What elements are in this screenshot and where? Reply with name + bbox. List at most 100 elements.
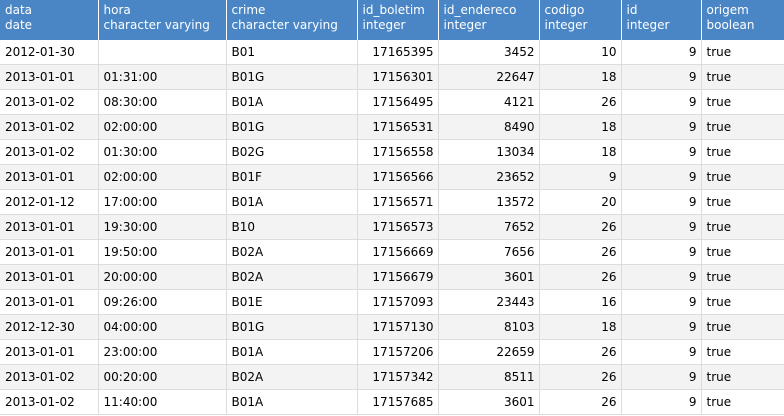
cell-codigo[interactable]: 16 <box>539 289 622 315</box>
cell-id-boletim[interactable]: 17157130 <box>357 314 439 340</box>
cell-id-boletim[interactable]: 17156573 <box>357 214 439 240</box>
cell-codigo[interactable]: 20 <box>539 189 622 215</box>
cell-data[interactable]: 2012-12-30 <box>0 314 99 340</box>
table-row[interactable]: 2013-01-01 19:30:00 B10 17156573 7652 26 9 true <box>0 214 784 240</box>
cell-id[interactable]: 9 <box>621 114 702 140</box>
cell-id-endereco[interactable]: 13034 <box>438 139 540 165</box>
cell-id-boletim[interactable]: 17156531 <box>357 114 439 140</box>
cell-codigo[interactable]: 18 <box>539 314 622 340</box>
cell-crime[interactable]: B01G <box>226 314 358 340</box>
cell-id-endereco[interactable]: 7652 <box>438 214 540 240</box>
cell-codigo[interactable]: 18 <box>539 114 622 140</box>
cell-codigo[interactable]: 26 <box>539 239 622 265</box>
cell-crime[interactable]: B01A <box>226 339 358 365</box>
cell-origem[interactable]: true <box>701 89 784 115</box>
cell-hora[interactable]: 17:00:00 <box>98 189 227 215</box>
cell-origem[interactable]: true <box>701 64 784 90</box>
cell-id[interactable]: 9 <box>621 64 702 90</box>
cell-hora[interactable] <box>98 40 227 65</box>
cell-hora[interactable]: 00:20:00 <box>98 364 227 390</box>
cell-id-boletim[interactable]: 17156558 <box>357 139 439 165</box>
cell-hora[interactable]: 01:30:00 <box>98 139 227 165</box>
column-header-data[interactable]: data date <box>0 0 99 40</box>
cell-id-boletim[interactable]: 17156571 <box>357 189 439 215</box>
cell-id-boletim[interactable]: 17165395 <box>357 40 439 65</box>
cell-id-endereco[interactable]: 23443 <box>438 289 540 315</box>
cell-crime[interactable]: B01 <box>226 40 358 65</box>
cell-origem[interactable]: true <box>701 289 784 315</box>
table-row[interactable]: 2013-01-02 01:30:00 B02G 17156558 13034 18 9 tr… <box>0 139 784 165</box>
cell-id[interactable]: 9 <box>621 139 702 165</box>
cell-id[interactable]: 9 <box>621 239 702 265</box>
cell-codigo[interactable]: 26 <box>539 264 622 290</box>
cell-id[interactable]: 9 <box>621 364 702 390</box>
cell-id-boletim[interactable]: 17157342 <box>357 364 439 390</box>
table-row[interactable]: 2013-01-02 02:00:00 B01G 17156531 8490 18 9 tru… <box>0 114 784 140</box>
cell-crime[interactable]: B01A <box>226 189 358 215</box>
column-header-id-boletim[interactable]: id_boletim integer <box>357 0 439 40</box>
cell-id-boletim[interactable]: 17156566 <box>357 164 439 190</box>
cell-id[interactable]: 9 <box>621 189 702 215</box>
cell-crime[interactable]: B01A <box>226 89 358 115</box>
cell-crime[interactable]: B02A <box>226 239 358 265</box>
cell-codigo[interactable]: 26 <box>539 89 622 115</box>
cell-hora[interactable]: 02:00:00 <box>98 114 227 140</box>
cell-data[interactable]: 2013-01-01 <box>0 214 99 240</box>
cell-crime[interactable]: B10 <box>226 214 358 240</box>
column-header-crime[interactable]: crime character varying <box>226 0 358 40</box>
cell-origem[interactable]: true <box>701 114 784 140</box>
cell-data[interactable]: 2013-01-01 <box>0 339 99 365</box>
cell-crime[interactable]: B01F <box>226 164 358 190</box>
cell-codigo[interactable]: 9 <box>539 164 622 190</box>
cell-id-endereco[interactable]: 22647 <box>438 64 540 90</box>
cell-id-endereco[interactable]: 22659 <box>438 339 540 365</box>
cell-id[interactable]: 9 <box>621 389 702 415</box>
cell-codigo[interactable]: 18 <box>539 139 622 165</box>
cell-id-endereco[interactable]: 23652 <box>438 164 540 190</box>
cell-id-endereco[interactable]: 4121 <box>438 89 540 115</box>
column-header-hora[interactable]: hora character varying <box>98 0 227 40</box>
cell-crime[interactable]: B01A <box>226 389 358 415</box>
cell-origem[interactable]: true <box>701 164 784 190</box>
cell-codigo[interactable]: 26 <box>539 339 622 365</box>
cell-id-endereco[interactable]: 3601 <box>438 264 540 290</box>
cell-data[interactable]: 2013-01-02 <box>0 389 99 415</box>
table-row[interactable]: 2013-01-02 08:30:00 B01A 17156495 4121 26 9 tru… <box>0 89 784 115</box>
cell-id[interactable]: 9 <box>621 164 702 190</box>
cell-origem[interactable]: true <box>701 364 784 390</box>
table-row[interactable]: 2013-01-01 23:00:00 B01A 17157206 22659 26 9 tr… <box>0 339 784 365</box>
cell-data[interactable]: 2013-01-01 <box>0 289 99 315</box>
cell-codigo[interactable]: 26 <box>539 364 622 390</box>
cell-origem[interactable]: true <box>701 139 784 165</box>
cell-id-endereco[interactable]: 3452 <box>438 40 540 65</box>
cell-hora[interactable]: 04:00:00 <box>98 314 227 340</box>
cell-codigo[interactable]: 18 <box>539 64 622 90</box>
cell-id-endereco[interactable]: 13572 <box>438 189 540 215</box>
column-header-id-endereco[interactable]: id_endereco integer <box>438 0 540 40</box>
cell-id-boletim[interactable]: 17156495 <box>357 89 439 115</box>
table-row[interactable]: 2012-01-12 17:00:00 B01A 17156571 13572 20 9 tr… <box>0 189 784 215</box>
cell-hora[interactable]: 01:31:00 <box>98 64 227 90</box>
cell-origem[interactable]: true <box>701 214 784 240</box>
cell-data[interactable]: 2013-01-01 <box>0 164 99 190</box>
cell-crime[interactable]: B02A <box>226 264 358 290</box>
cell-data[interactable]: 2012-01-30 <box>0 40 99 65</box>
table-row[interactable]: 2013-01-01 02:00:00 B01F 17156566 23652 9 9 tru… <box>0 164 784 190</box>
cell-id-boletim[interactable]: 17157206 <box>357 339 439 365</box>
cell-data[interactable]: 2013-01-01 <box>0 239 99 265</box>
cell-hora[interactable]: 09:26:00 <box>98 289 227 315</box>
cell-id-boletim[interactable]: 17157685 <box>357 389 439 415</box>
cell-hora[interactable]: 08:30:00 <box>98 89 227 115</box>
cell-id-endereco[interactable]: 8490 <box>438 114 540 140</box>
cell-id[interactable]: 9 <box>621 214 702 240</box>
cell-id-boletim[interactable]: 17156679 <box>357 264 439 290</box>
cell-hora[interactable]: 19:50:00 <box>98 239 227 265</box>
cell-crime[interactable]: B01G <box>226 114 358 140</box>
cell-id-endereco[interactable]: 3601 <box>438 389 540 415</box>
cell-codigo[interactable]: 26 <box>539 214 622 240</box>
cell-id-endereco[interactable]: 7656 <box>438 239 540 265</box>
cell-id-boletim[interactable]: 17156301 <box>357 64 439 90</box>
cell-id-endereco[interactable]: 8103 <box>438 314 540 340</box>
cell-id-endereco[interactable]: 8511 <box>438 364 540 390</box>
cell-crime[interactable]: B01G <box>226 64 358 90</box>
